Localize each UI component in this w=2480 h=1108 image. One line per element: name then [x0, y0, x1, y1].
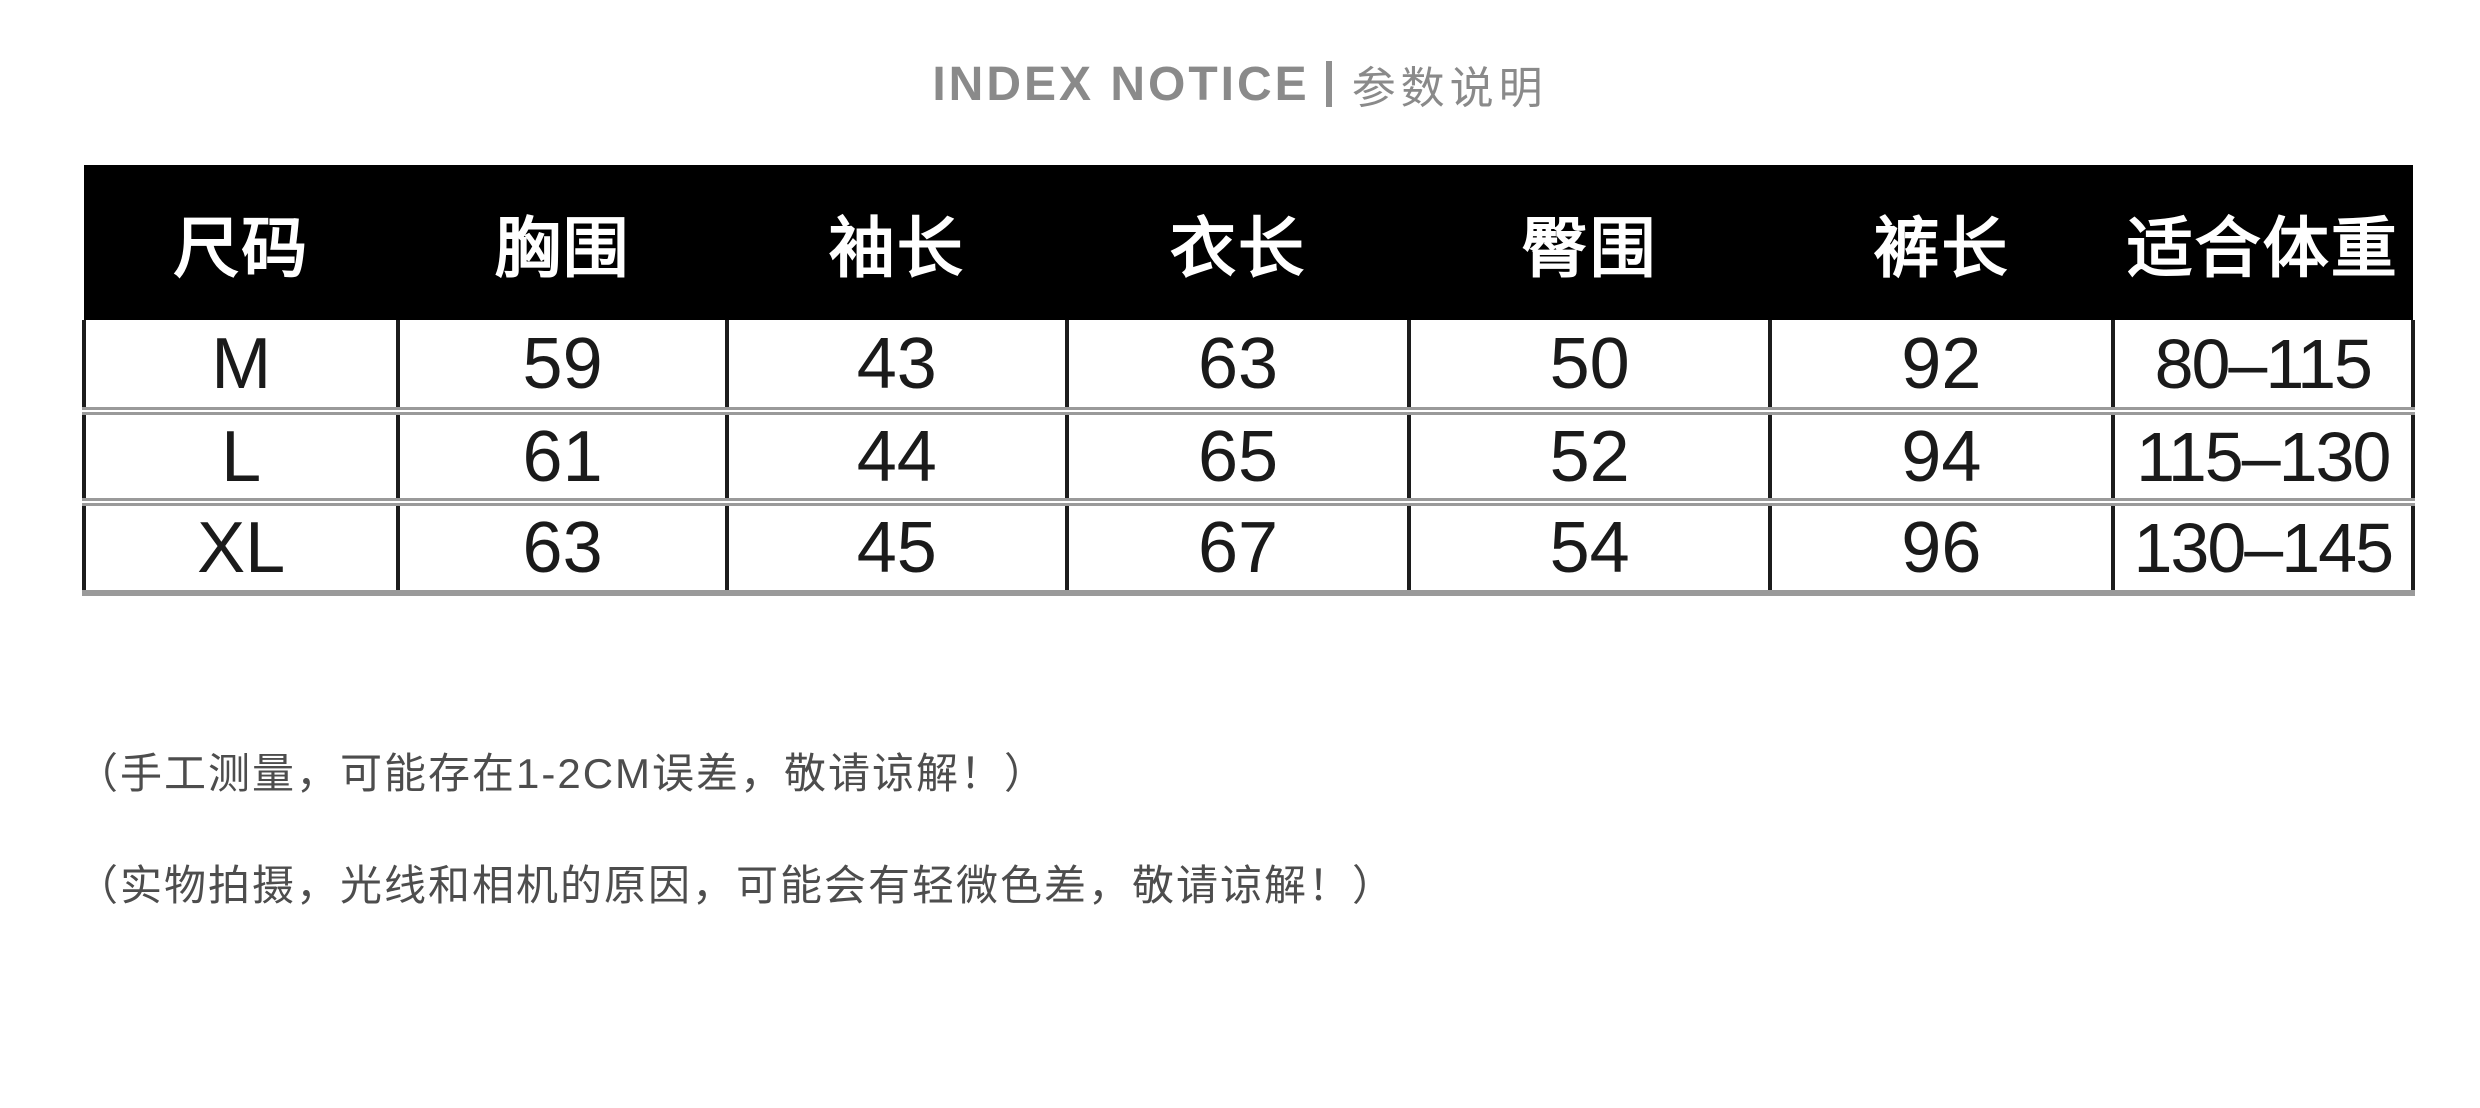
note-color-difference: （实物拍摄，光线和相机的原因，可能会有轻微色差，敬请谅解！） — [76, 862, 1397, 909]
cell-size: L — [81, 411, 401, 502]
table-header-row: 尺码 胸围 袖长 衣长 臀围 裤长 适合体重 — [84, 165, 2413, 320]
cell-garment-length: 65 — [1064, 411, 1412, 502]
header-cell-weight-range: 适合体重 — [2112, 165, 2413, 320]
page-title-english: INDEX NOTICE — [932, 57, 1310, 111]
cell-hip: 54 — [1407, 502, 1773, 593]
cell-hip: 50 — [1407, 320, 1773, 411]
cell-sleeve-length: 44 — [724, 411, 1069, 502]
cell-bust: 59 — [396, 320, 729, 411]
header-cell-sleeve-length: 袖长 — [726, 165, 1067, 320]
table-row-size-m: M 59 43 63 50 92 80–115 — [81, 320, 2416, 411]
page-title: INDEX NOTICE 参数说明 — [0, 52, 2480, 116]
header-cell-pants-length: 裤长 — [1770, 165, 2113, 320]
cell-sleeve-length: 43 — [724, 320, 1069, 411]
cell-pants-length: 96 — [1768, 502, 2115, 593]
cell-size: XL — [81, 502, 401, 593]
cell-garment-length: 67 — [1064, 502, 1412, 593]
cell-hip: 52 — [1407, 411, 1773, 502]
cell-pants-length: 94 — [1768, 411, 2115, 502]
cell-weight-range: 115–130 — [2110, 411, 2416, 502]
cell-size: M — [81, 320, 401, 411]
title-divider-bar — [1325, 61, 1332, 107]
cell-weight-range: 80–115 — [2110, 320, 2416, 411]
cell-weight-range: 130–145 — [2110, 502, 2416, 593]
cell-pants-length: 92 — [1768, 320, 2115, 411]
cell-garment-length: 63 — [1064, 320, 1412, 411]
header-cell-bust: 胸围 — [398, 165, 727, 320]
cell-bust: 61 — [396, 411, 729, 502]
cell-sleeve-length: 45 — [724, 502, 1069, 593]
cell-bust: 63 — [396, 502, 729, 593]
table-row-size-xl: XL 63 45 67 54 96 130–145 — [81, 502, 2416, 593]
header-cell-garment-length: 衣长 — [1066, 165, 1410, 320]
note-measurement-tolerance: （手工测量，可能存在1-2CM误差，敬请谅解！） — [76, 750, 1049, 797]
header-cell-size: 尺码 — [84, 165, 399, 320]
size-chart-table: 尺码 胸围 袖长 衣长 臀围 裤长 适合体重 M 59 43 63 50 92 … — [81, 165, 2416, 596]
header-cell-hip: 臀围 — [1409, 165, 1771, 320]
page-title-chinese: 参数说明 — [1351, 64, 1548, 113]
table-row-size-l: L 61 44 65 52 94 115–130 — [81, 411, 2416, 502]
